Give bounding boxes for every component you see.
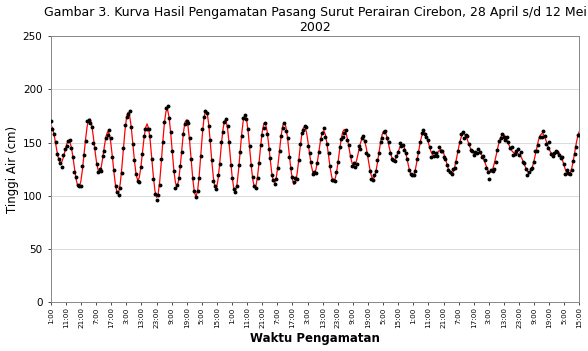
Title: Gambar 3. Kurva Hasil Pengamatan Pasang Surut Perairan Cirebon, 28 April s/d 12 : Gambar 3. Kurva Hasil Pengamatan Pasang … <box>44 6 587 34</box>
Y-axis label: Tinggi Air (cm): Tinggi Air (cm) <box>5 126 19 213</box>
X-axis label: Waktu Pengamatan: Waktu Pengamatan <box>250 332 380 345</box>
